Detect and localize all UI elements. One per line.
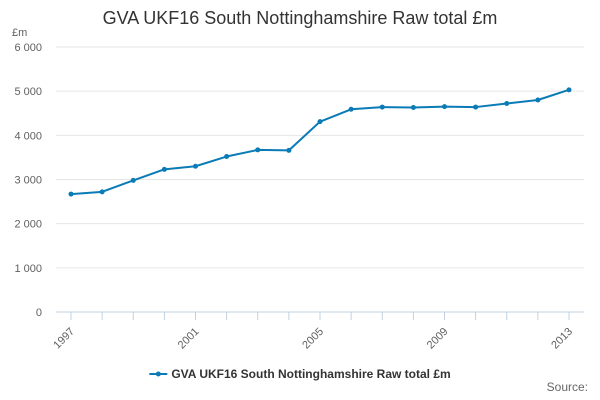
legend-label[interactable]: GVA UKF16 South Nottinghamshire Raw tota… bbox=[171, 367, 450, 381]
series-layer bbox=[68, 87, 572, 197]
data-point[interactable] bbox=[68, 191, 74, 197]
y-axis-unit-label: £m bbox=[12, 27, 27, 39]
x-tick-label: 2013 bbox=[549, 326, 575, 352]
x-tick-label: 2005 bbox=[300, 326, 326, 352]
x-tick-label: 2001 bbox=[176, 326, 202, 352]
y-tick-label: 6 000 bbox=[14, 42, 42, 54]
data-point[interactable] bbox=[255, 147, 261, 153]
x-tick-label: 1997 bbox=[51, 326, 77, 352]
series-line bbox=[70, 88, 570, 196]
data-point[interactable] bbox=[473, 104, 479, 110]
y-tick-label: 1 000 bbox=[14, 263, 42, 275]
data-point[interactable] bbox=[161, 166, 167, 172]
source-label: Source: bbox=[546, 380, 588, 394]
data-point[interactable] bbox=[224, 154, 230, 160]
data-point[interactable] bbox=[317, 119, 323, 125]
data-point[interactable] bbox=[286, 147, 292, 153]
axes: 0 1 000 2 000 3 000 4 000 5 000 6 000 £m 1997 200… bbox=[12, 27, 584, 351]
data-point[interactable] bbox=[130, 177, 136, 183]
chart-title: GVA UKF16 South Nottinghamshire Raw tota… bbox=[102, 8, 498, 28]
data-point[interactable] bbox=[348, 106, 354, 112]
data-point[interactable] bbox=[410, 105, 416, 111]
data-point[interactable] bbox=[566, 87, 572, 93]
y-tick-label: 3 000 bbox=[14, 175, 42, 187]
y-tick-label: 0 bbox=[36, 307, 42, 319]
data-point[interactable] bbox=[504, 101, 510, 107]
y-tick-label: 4 000 bbox=[14, 130, 42, 142]
y-tick-label: 2 000 bbox=[14, 219, 42, 231]
data-point[interactable] bbox=[99, 189, 105, 195]
data-point[interactable] bbox=[442, 104, 447, 110]
x-tick-label: 2009 bbox=[425, 326, 451, 352]
legend: GVA UKF16 South Nottinghamshire Raw tota… bbox=[149, 367, 451, 381]
data-point[interactable] bbox=[379, 104, 385, 110]
data-point[interactable] bbox=[193, 163, 198, 169]
legend-swatch-marker bbox=[155, 371, 161, 377]
data-point[interactable] bbox=[535, 97, 541, 103]
y-tick-label: 5 000 bbox=[14, 86, 42, 98]
